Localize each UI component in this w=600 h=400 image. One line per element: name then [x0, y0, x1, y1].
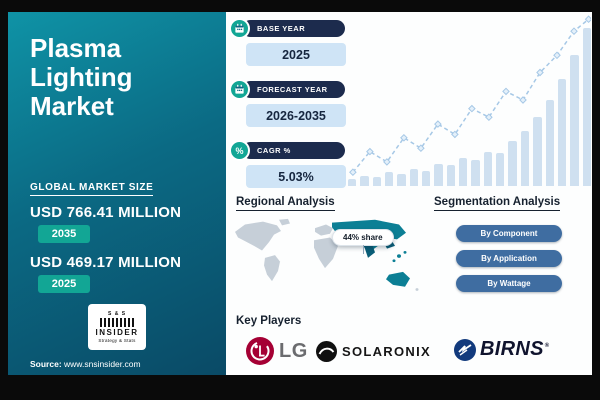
source-label: Source: [30, 359, 62, 369]
stat-forecast-year: FORECAST YEAR 2026-2035 [229, 78, 347, 132]
chart-bar [446, 165, 456, 186]
chart-bar [409, 169, 419, 186]
chart-bar [348, 179, 357, 186]
chart-bar [520, 131, 530, 186]
sns-insider-logo: S & S INSIDER Strategy & Stats [88, 304, 146, 350]
stat-base-year: BASE YEAR 2025 [229, 17, 347, 71]
chart-bar [508, 141, 517, 186]
chart-bar [496, 153, 505, 186]
stat-label-pill: FORECAST YEAR [242, 81, 345, 98]
stat-value-box: 2025 [246, 43, 346, 66]
birns-logo: BIRNS® [454, 338, 549, 361]
solaronix-logo: SOLARONIX [316, 341, 431, 362]
lg-logo: LG [246, 337, 308, 365]
callout-pointer [362, 245, 364, 254]
chart-bar [570, 55, 579, 186]
segmentation-pill-list: By Component By Application By Wattage [456, 225, 562, 292]
market-size-label: GLOBAL MARKET SIZE [30, 182, 154, 196]
chart-bar [385, 172, 394, 186]
chart-bar [459, 158, 468, 186]
content-area: Plasma Lighting Market GLOBAL MARKET SIZ… [8, 12, 592, 375]
market-value-2035: USD 766.41 MILLION [30, 204, 182, 221]
registered-mark: ® [544, 343, 550, 350]
chart-bar [372, 177, 382, 186]
stat-value-box: 2026-2035 [246, 104, 346, 127]
chart-bar [397, 174, 406, 186]
segment-pill-application[interactable]: By Application [456, 250, 562, 267]
chart-bar [422, 171, 431, 186]
chart-bar [557, 79, 567, 186]
birns-wordmark: BIRNS® [480, 338, 550, 360]
market-trend-chart [348, 14, 591, 186]
barcode-icon [100, 318, 134, 327]
source-url-link[interactable]: www.snsinsider.com [64, 359, 141, 369]
year-badge-2025: 2025 [38, 275, 90, 293]
chart-bar [545, 100, 554, 186]
key-players-heading: Key Players [236, 315, 302, 327]
share-callout-label: 44% share [343, 233, 383, 242]
chart-bar [582, 28, 591, 186]
chart-bar [533, 117, 542, 186]
sns-logo-top: S & S [107, 311, 127, 317]
sns-logo-tagline: Strategy & Stats [98, 338, 136, 343]
solaronix-wordmark: SOLARONIX [342, 344, 431, 359]
calendar-icon [229, 18, 250, 39]
percent-icon: % [229, 140, 250, 161]
calendar-icon [229, 79, 250, 100]
segment-pill-wattage[interactable]: By Wattage [456, 275, 562, 292]
left-panel: Plasma Lighting Market GLOBAL MARKET SIZ… [8, 12, 226, 375]
segment-pill-component[interactable]: By Component [456, 225, 562, 242]
chart-bar [471, 160, 480, 186]
chart-bar [434, 164, 443, 186]
stat-cagr: % CAGR % 5.03% [229, 139, 347, 193]
world-map [229, 217, 429, 310]
sns-logo-name: INSIDER [95, 328, 139, 337]
birns-emblem-icon [454, 338, 476, 361]
source-text: Source: www.snsinsider.com [30, 359, 141, 369]
share-callout: 44% share [332, 229, 394, 254]
market-value-2025: USD 469.17 MILLION [30, 254, 182, 271]
solaronix-emblem-icon [316, 341, 337, 362]
stat-label-pill: BASE YEAR [242, 20, 345, 37]
regional-analysis-heading: Regional Analysis [236, 196, 335, 211]
stat-label-pill: CAGR % [242, 142, 345, 159]
lg-wordmark: LG [279, 339, 308, 362]
stat-value-box: 5.03% [246, 165, 346, 188]
segmentation-analysis-heading: Segmentation Analysis [434, 196, 561, 211]
lg-emblem-icon [246, 337, 274, 365]
page-title: Plasma Lighting Market [30, 33, 133, 122]
year-badge-2035: 2035 [38, 225, 90, 243]
chart-bar [360, 176, 369, 186]
chart-bar [483, 152, 493, 186]
